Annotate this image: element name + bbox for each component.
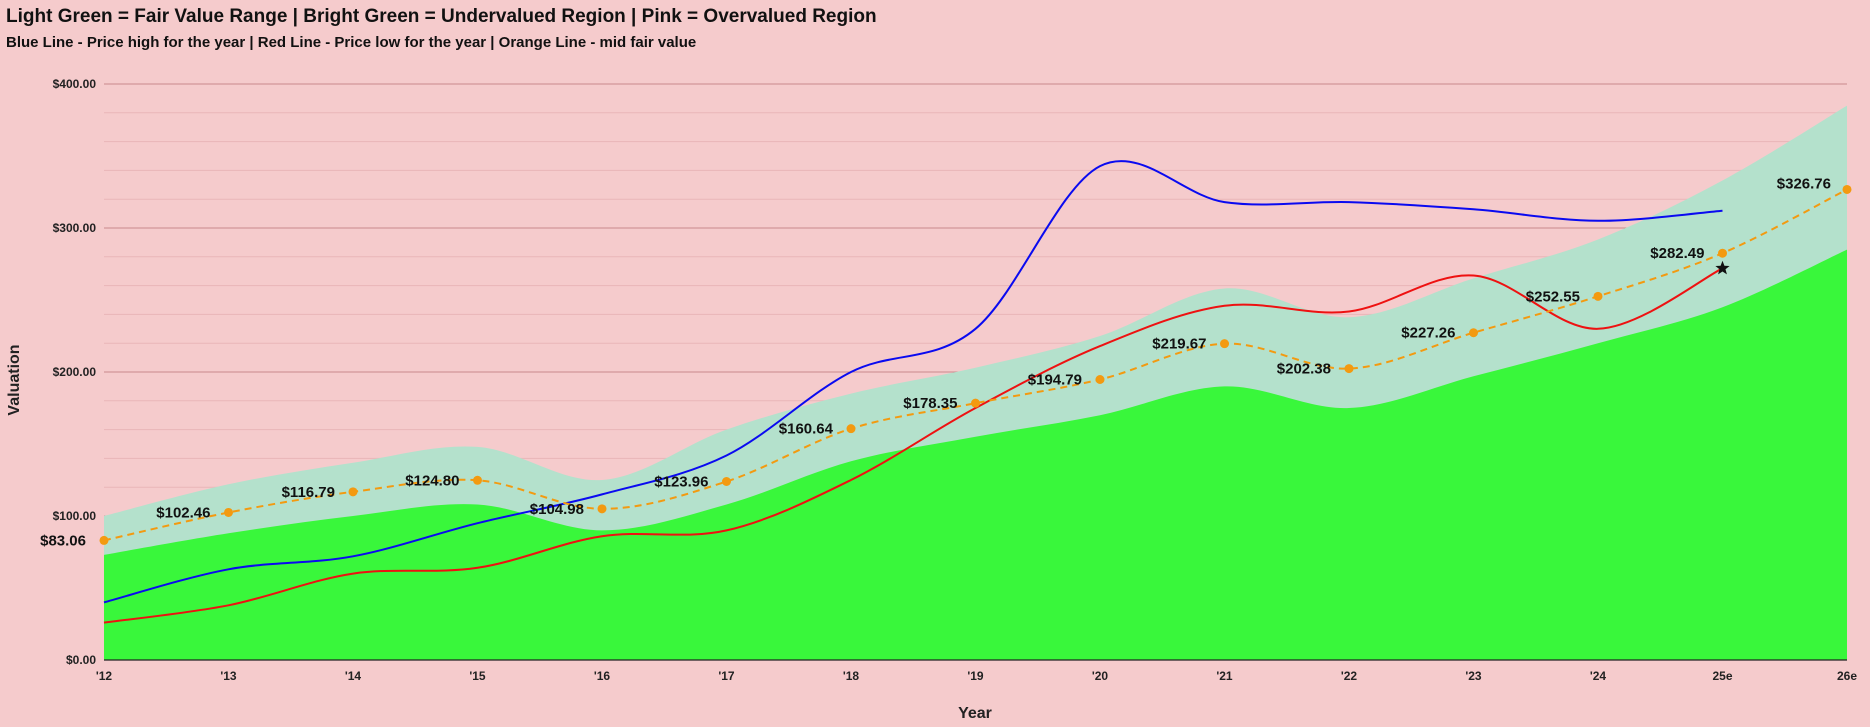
x-tick-label: '14 bbox=[345, 669, 362, 683]
axis-layer: $0.00 $100.00 $200.00 $300.00 $400.00 '12 '13 '… bbox=[53, 77, 1858, 683]
line-layer bbox=[103, 160, 1848, 624]
x-tick-label: '24 bbox=[1590, 669, 1607, 683]
mid-fair-value-label: $194.79 bbox=[1028, 372, 1082, 389]
x-tick-label: '15 bbox=[469, 669, 486, 683]
mid-fair-value-label: $178.35 bbox=[903, 395, 957, 412]
x-tick-label: '21 bbox=[1216, 669, 1233, 683]
chart-title: Light Green = Fair Value Range | Bright … bbox=[6, 6, 877, 27]
x-axis-title: Year bbox=[958, 705, 992, 722]
x-tick-label: '17 bbox=[718, 669, 735, 683]
y-tick-label: $400.00 bbox=[53, 77, 97, 91]
x-tick-label: 26e bbox=[1837, 669, 1857, 683]
mid-fair-value-point bbox=[722, 476, 731, 486]
mid-fair-value-point bbox=[1593, 291, 1603, 301]
mid-fair-value-label: $202.38 bbox=[1277, 361, 1331, 378]
mid-fair-value-point bbox=[846, 424, 856, 434]
x-tick-label: '18 bbox=[843, 669, 860, 683]
chart-subtitle: Blue Line - Price high for the year | Re… bbox=[6, 34, 697, 51]
label-layer: $83.06 $102.46 $116.79 $124.80 $104.98 $123.9… bbox=[40, 175, 1831, 549]
mid-fair-value-point bbox=[99, 535, 109, 545]
x-tick-label: '13 bbox=[220, 669, 237, 683]
mid-fair-value-label: $282.49 bbox=[1650, 245, 1704, 262]
y-tick-label: $0.00 bbox=[66, 653, 96, 667]
mid-fair-value-label: $252.55 bbox=[1526, 288, 1580, 305]
mid-fair-value-point bbox=[1095, 375, 1105, 385]
mid-fair-value-label: $227.26 bbox=[1401, 325, 1455, 342]
mid-fair-value-point bbox=[597, 504, 607, 514]
mid-fair-value-point bbox=[1469, 328, 1478, 338]
mid-fair-value-label: $102.46 bbox=[156, 504, 210, 521]
x-tick-label: 25e bbox=[1712, 669, 1732, 683]
mid-fair-value-label: $326.76 bbox=[1777, 175, 1831, 192]
mid-fair-value-point bbox=[1842, 184, 1852, 194]
area-layer bbox=[104, 105, 1847, 661]
price-high-line bbox=[103, 160, 1723, 604]
x-tick-label: '19 bbox=[967, 669, 984, 683]
x-tick-label: '20 bbox=[1092, 669, 1109, 683]
mid-fair-value-point bbox=[1344, 364, 1354, 374]
mid-fair-value-point bbox=[1718, 248, 1727, 258]
mid-fair-value-label: $104.98 bbox=[530, 501, 584, 518]
x-tick-label: '22 bbox=[1341, 669, 1358, 683]
current-price-star-marker bbox=[1715, 260, 1730, 275]
y-axis-title: Valuation bbox=[6, 344, 23, 415]
mid-fair-value-label: $83.06 bbox=[40, 532, 86, 549]
mid-fair-value-point bbox=[1220, 339, 1229, 349]
mid-fair-value-label: $160.64 bbox=[779, 421, 834, 438]
y-tick-label: $100.00 bbox=[53, 509, 97, 523]
point-layer bbox=[99, 184, 1852, 545]
y-tick-label: $300.00 bbox=[53, 221, 97, 235]
mid-fair-value-point bbox=[971, 398, 980, 408]
x-tick-label: '12 bbox=[96, 669, 113, 683]
x-tick-label: '23 bbox=[1465, 669, 1482, 683]
mid-fair-value-label: $219.67 bbox=[1152, 336, 1206, 353]
x-tick-label: '16 bbox=[594, 669, 611, 683]
price-low-line bbox=[103, 267, 1723, 624]
mid-fair-value-point bbox=[224, 507, 233, 517]
undervalued-region-area bbox=[104, 249, 1847, 660]
y-tick-label: $200.00 bbox=[53, 365, 97, 379]
mid-fair-value-line bbox=[103, 188, 1848, 542]
mid-fair-value-point bbox=[348, 487, 358, 497]
mid-fair-value-label: $116.79 bbox=[282, 484, 335, 501]
mid-fair-value-label: $123.96 bbox=[654, 473, 708, 490]
mid-fair-value-point bbox=[473, 475, 482, 485]
mid-fair-value-label: $124.80 bbox=[405, 472, 459, 489]
